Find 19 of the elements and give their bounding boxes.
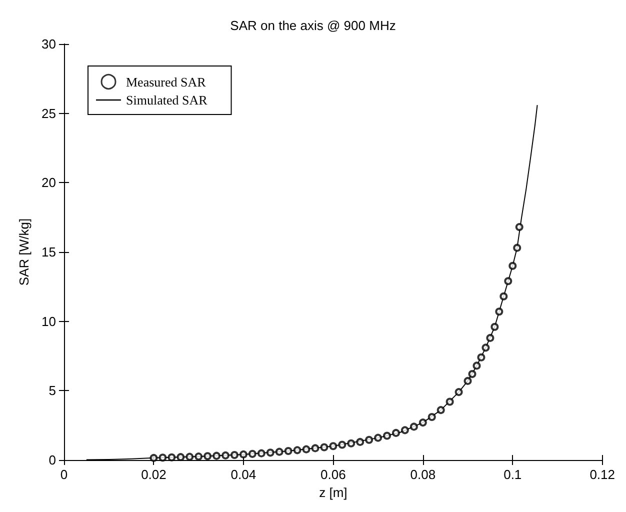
y-tick-label: 0 (48, 452, 56, 468)
y-tick-label: 5 (48, 383, 56, 398)
y-tick-label: 30 (42, 36, 56, 52)
legend-label: Simulated SAR (126, 92, 208, 108)
y-axis-title: SAR [W/kg] (16, 218, 32, 286)
x-axis-title: z [m] (319, 484, 348, 500)
y-tick-label: 20 (42, 175, 56, 190)
x-tick-label: 0.1 (504, 467, 522, 482)
x-tick-label: 0 (60, 467, 68, 482)
y-tick-label: 10 (42, 314, 56, 329)
y-tick-label: 15 (42, 244, 56, 260)
y-tick-label: 25 (42, 106, 56, 121)
x-tick-label: 0.12 (590, 467, 616, 482)
legend-label: Measured SAR (126, 74, 206, 90)
x-tick-label: 0.06 (320, 467, 346, 482)
x-tick-label: 0.02 (141, 467, 166, 482)
x-tick-label: 0.08 (410, 467, 436, 482)
chart-title: SAR on the axis @ 900 MHz (230, 18, 396, 33)
x-tick-label: 0.04 (230, 467, 256, 482)
